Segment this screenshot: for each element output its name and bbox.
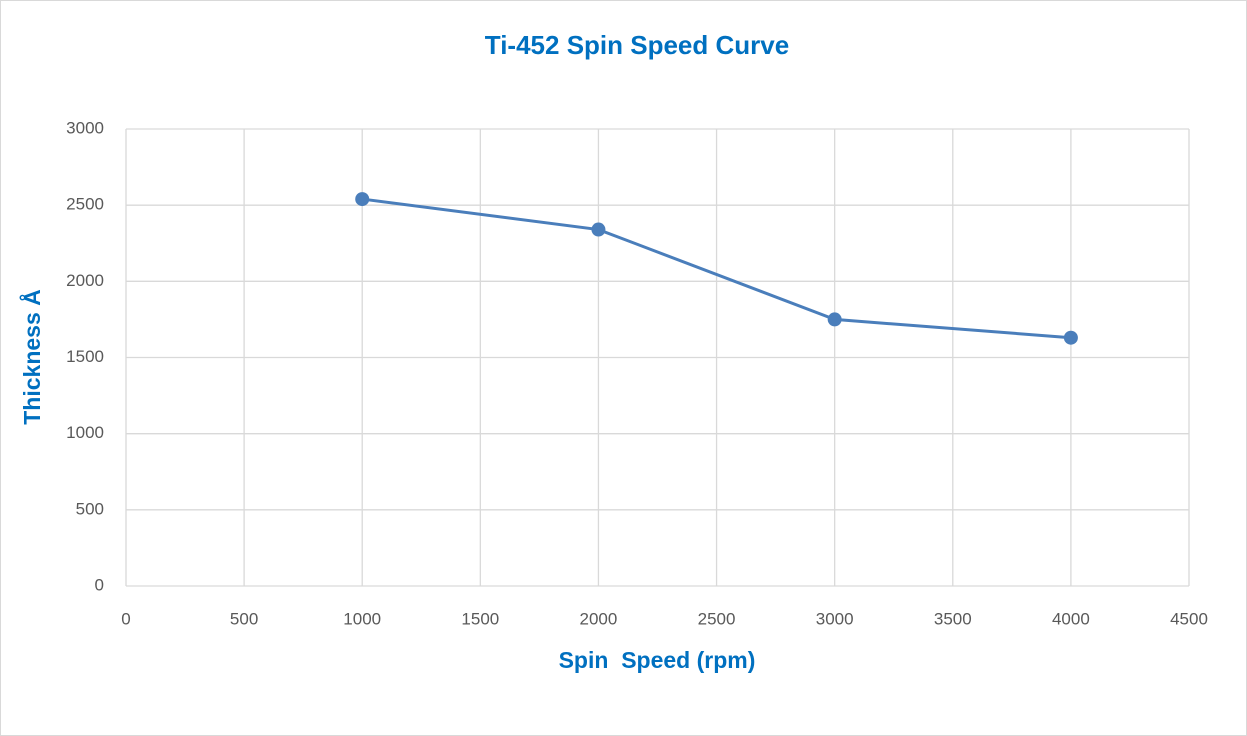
x-tick-label: 0	[121, 609, 130, 628]
x-tick-label: 3500	[934, 609, 972, 628]
y-tick-label: 2500	[66, 195, 104, 214]
data-point	[355, 192, 370, 207]
y-axis-label: Thickness Å	[18, 289, 45, 425]
x-tick-label: 1000	[343, 609, 381, 628]
y-tick-label: 0	[95, 575, 104, 594]
x-tick-label: 4000	[1052, 609, 1090, 628]
x-tick-label: 1500	[461, 609, 499, 628]
y-tick-label: 2000	[66, 271, 104, 290]
data-point	[1063, 330, 1078, 345]
x-tick-label: 2000	[580, 609, 618, 628]
y-tick-label: 1000	[66, 423, 104, 442]
data-point	[827, 312, 842, 327]
x-axis-label: Spin Speed (rpm)	[559, 647, 756, 673]
y-tick-label: 500	[76, 499, 104, 518]
y-tick-label: 3000	[66, 118, 104, 137]
x-tick-label: 4500	[1170, 609, 1208, 628]
x-tick-label: 500	[230, 609, 258, 628]
y-tick-label: 1500	[66, 347, 104, 366]
x-tick-label: 3000	[816, 609, 854, 628]
x-tick-label: 2500	[698, 609, 736, 628]
chart-title: Ti-452 Spin Speed Curve	[485, 30, 789, 60]
data-line	[362, 197, 1072, 340]
data-point	[591, 222, 606, 237]
